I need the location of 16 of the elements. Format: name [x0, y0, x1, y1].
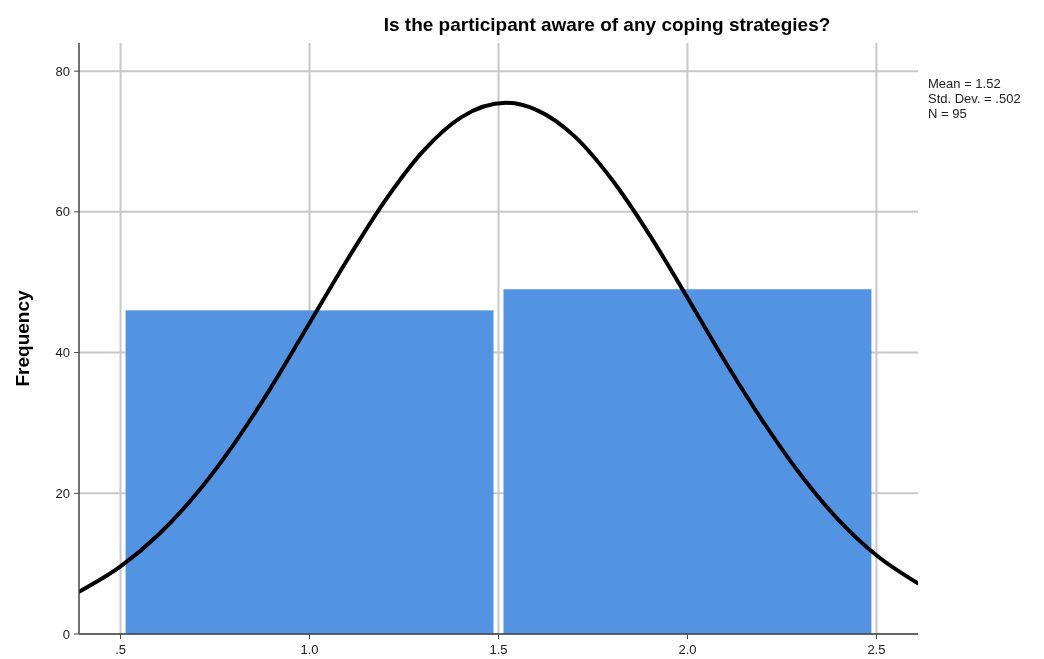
y-tick-label: 60 [55, 204, 70, 220]
x-tick-label: 1.0 [300, 642, 319, 657]
x-tick-label: 2.5 [867, 642, 886, 657]
x-tick-label: 2.0 [678, 642, 697, 657]
line-series [79, 100, 918, 594]
x-tick-label: .5 [115, 642, 126, 657]
x-tick-label: 1.5 [489, 642, 508, 657]
y-tick-label: 40 [55, 345, 70, 361]
text: Std. Dev. = .502 [928, 91, 1021, 106]
y-axis-title: Frequency [12, 290, 33, 387]
y-tick-label: 0 [62, 626, 70, 642]
y-tick-label: 80 [55, 63, 70, 79]
text: Mean = 1.52 [928, 76, 1001, 91]
chart-title: Is the participant aware of any coping strategies? [383, 14, 831, 35]
y-tick-label: 20 [55, 485, 70, 501]
text: N = 95 [928, 106, 967, 121]
